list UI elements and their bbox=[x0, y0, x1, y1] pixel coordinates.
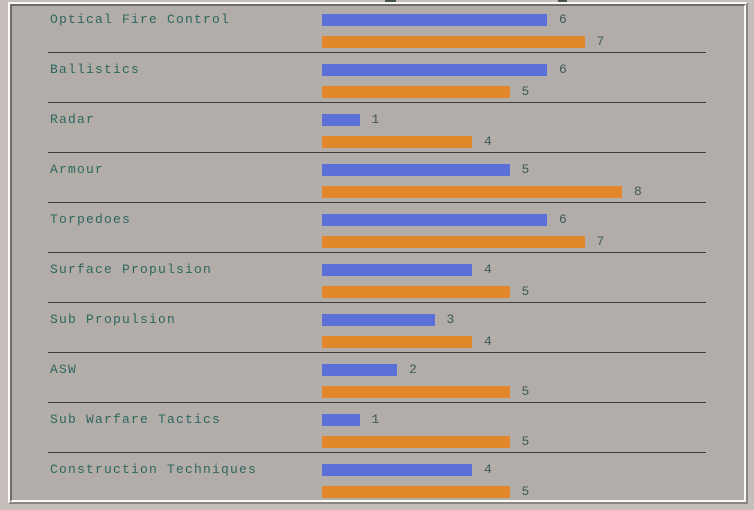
bar-line-orange: 5 bbox=[322, 384, 744, 399]
bar-line-orange: 5 bbox=[322, 484, 744, 499]
category-label: Construction Techniques bbox=[50, 462, 258, 477]
tech-comparison-panel: Optical Fire Control 6 7 Ballistics 6 bbox=[8, 2, 748, 504]
blue-bar bbox=[322, 414, 360, 426]
blue-bar bbox=[322, 264, 472, 276]
row-separator bbox=[48, 252, 706, 253]
blue-value: 1 bbox=[371, 112, 380, 127]
blue-bar bbox=[322, 164, 510, 176]
orange-bar bbox=[322, 236, 585, 248]
orange-bar bbox=[322, 86, 510, 98]
tech-row-armour: Armour 5 8 bbox=[12, 158, 744, 208]
blue-bar bbox=[322, 314, 435, 326]
row-separator bbox=[48, 302, 706, 303]
bar-line-orange: 4 bbox=[322, 334, 744, 349]
bar-line-orange: 5 bbox=[322, 284, 744, 299]
orange-bar bbox=[322, 286, 510, 298]
category-label: Ballistics bbox=[50, 62, 141, 77]
bar-line-orange: 7 bbox=[322, 234, 744, 249]
bar-line-blue: 1 bbox=[322, 412, 744, 427]
blue-bar bbox=[322, 214, 547, 226]
orange-bar bbox=[322, 186, 622, 198]
blue-value: 5 bbox=[521, 162, 530, 177]
bar-line-blue: 6 bbox=[322, 12, 744, 27]
bar-line-blue: 1 bbox=[322, 112, 744, 127]
category-label: Torpedoes bbox=[50, 212, 132, 227]
bar-line-blue: 4 bbox=[322, 462, 744, 477]
bar-line-orange: 5 bbox=[322, 84, 744, 99]
tech-row-asw: ASW 2 5 bbox=[12, 358, 744, 408]
bar-line-blue: 5 bbox=[322, 162, 744, 177]
tech-row-torpedoes: Torpedoes 6 7 bbox=[12, 208, 744, 258]
blue-value: 4 bbox=[484, 462, 492, 477]
row-separator bbox=[48, 402, 706, 403]
bar-line-blue: 4 bbox=[322, 262, 744, 277]
row-separator bbox=[48, 202, 706, 203]
tech-row-surface-propulsion: Surface Propulsion 4 5 bbox=[12, 258, 744, 308]
tech-row-construction-techniques: Construction Techniques 4 5 bbox=[12, 458, 744, 508]
tech-row-sub-warfare-tactics: Sub Warfare Tactics 1 5 bbox=[12, 408, 744, 458]
orange-value: 4 bbox=[484, 134, 492, 149]
row-separator bbox=[48, 452, 706, 453]
orange-bar bbox=[322, 336, 472, 348]
chart-rows: Optical Fire Control 6 7 Ballistics 6 bbox=[12, 8, 744, 508]
tech-row-sub-propulsion: Sub Propulsion 3 4 bbox=[12, 308, 744, 358]
blue-value: 6 bbox=[559, 212, 567, 227]
bar-line-orange: 5 bbox=[322, 434, 744, 449]
tech-comparison-chart: Optical Fire Control 6 7 Ballistics 6 bbox=[10, 4, 746, 502]
blue-bar bbox=[322, 64, 547, 76]
bar-line-blue: 6 bbox=[322, 212, 744, 227]
bar-line-orange: 8 bbox=[322, 184, 744, 199]
category-label: Optical Fire Control bbox=[50, 12, 231, 27]
orange-value: 5 bbox=[521, 434, 530, 449]
category-label: Sub Propulsion bbox=[50, 312, 177, 327]
orange-value: 7 bbox=[596, 34, 605, 49]
orange-value: 5 bbox=[521, 484, 530, 499]
category-label: Armour bbox=[50, 162, 105, 177]
blue-value: 3 bbox=[446, 312, 455, 327]
blue-value: 4 bbox=[484, 262, 492, 277]
clipped-title-artifact bbox=[558, 0, 567, 2]
blue-bar bbox=[322, 14, 547, 26]
blue-value: 1 bbox=[371, 412, 380, 427]
orange-bar bbox=[322, 436, 510, 448]
blue-bar bbox=[322, 114, 360, 126]
category-label: ASW bbox=[50, 362, 78, 377]
category-label: Sub Warfare Tactics bbox=[50, 412, 222, 427]
row-separator bbox=[48, 102, 706, 103]
tech-row-optical-fire-control: Optical Fire Control 6 7 bbox=[12, 8, 744, 58]
bar-line-orange: 7 bbox=[322, 34, 744, 49]
blue-value: 6 bbox=[559, 62, 567, 77]
blue-value: 2 bbox=[409, 362, 417, 377]
bar-line-blue: 3 bbox=[322, 312, 744, 327]
orange-value: 5 bbox=[521, 384, 530, 399]
row-separator bbox=[48, 52, 706, 53]
row-separator bbox=[48, 352, 706, 353]
orange-bar bbox=[322, 486, 510, 498]
orange-value: 4 bbox=[484, 334, 492, 349]
bar-line-blue: 2 bbox=[322, 362, 744, 377]
blue-value: 6 bbox=[559, 12, 567, 27]
category-label: Surface Propulsion bbox=[50, 262, 213, 277]
bar-line-orange: 4 bbox=[322, 134, 744, 149]
tech-row-radar: Radar 1 4 bbox=[12, 108, 744, 158]
orange-value: 5 bbox=[521, 284, 530, 299]
orange-bar bbox=[322, 386, 510, 398]
orange-value: 5 bbox=[521, 84, 530, 99]
orange-value: 7 bbox=[596, 234, 605, 249]
blue-bar bbox=[322, 364, 397, 376]
orange-value: 8 bbox=[634, 184, 642, 199]
blue-bar bbox=[322, 464, 472, 476]
orange-bar bbox=[322, 36, 585, 48]
row-separator bbox=[48, 152, 706, 153]
clipped-title-artifact bbox=[385, 0, 396, 2]
bar-line-blue: 6 bbox=[322, 62, 744, 77]
orange-bar bbox=[322, 136, 472, 148]
tech-row-ballistics: Ballistics 6 5 bbox=[12, 58, 744, 108]
category-label: Radar bbox=[50, 112, 96, 127]
